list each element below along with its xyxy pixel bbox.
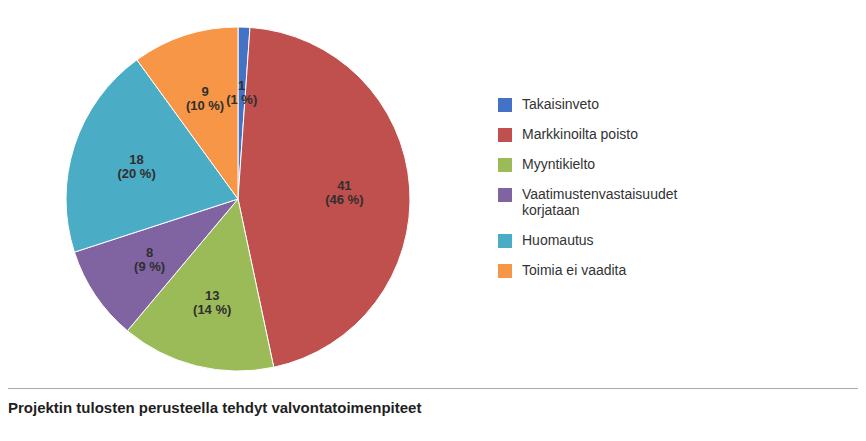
html-text:Vaatimustenvastaisuudet: Vaatimustenvastaisuudet xyxy=(522,186,678,202)
html-text:Huomautus: Huomautus xyxy=(522,232,594,248)
svg-text:41(46 %): 41(46 %) xyxy=(325,177,363,206)
html-text:Markkinoilta poisto: Markkinoilta poisto xyxy=(522,126,638,142)
html-text:Myyntikielto: Myyntikielto xyxy=(522,156,596,172)
svg-text:13(14 %): 13(14 %) xyxy=(193,288,231,317)
html-text:Toimia ei vaadita: Toimia ei vaadita xyxy=(522,262,627,278)
svg-text:1(1 %): 1(1 %) xyxy=(226,78,257,107)
html-text:Takaisinveto: Takaisinveto xyxy=(522,96,599,112)
html-text:Projektin tulosten perusteella: Projektin tulosten perusteella tehdyt va… xyxy=(8,399,422,416)
svg-text:9(10 %): 9(10 %) xyxy=(186,83,224,112)
svg-text:18(20 %): 18(20 %) xyxy=(117,152,155,181)
html-text:korjataan: korjataan xyxy=(522,202,580,218)
svg-text:8(9 %): 8(9 %) xyxy=(134,244,165,273)
